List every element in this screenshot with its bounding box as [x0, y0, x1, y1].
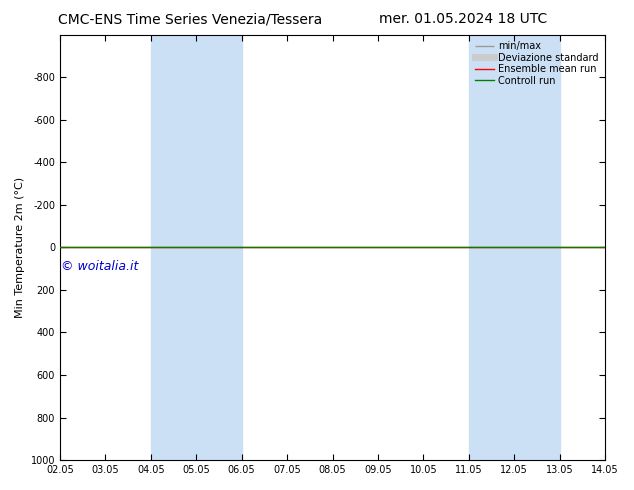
Bar: [469, 35, 560, 460]
Text: mer. 01.05.2024 18 UTC: mer. 01.05.2024 18 UTC: [378, 12, 547, 26]
Text: CMC-ENS Time Series Venezia/Tessera: CMC-ENS Time Series Venezia/Tessera: [58, 12, 322, 26]
Bar: [151, 35, 242, 460]
Text: © woitalia.it: © woitalia.it: [61, 260, 138, 273]
Y-axis label: Min Temperature 2m (°C): Min Temperature 2m (°C): [15, 177, 25, 318]
Legend: min/max, Deviazione standard, Ensemble mean run, Controll run: min/max, Deviazione standard, Ensemble m…: [472, 40, 600, 88]
